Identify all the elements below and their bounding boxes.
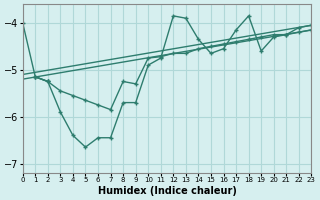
X-axis label: Humidex (Indice chaleur): Humidex (Indice chaleur) bbox=[98, 186, 236, 196]
